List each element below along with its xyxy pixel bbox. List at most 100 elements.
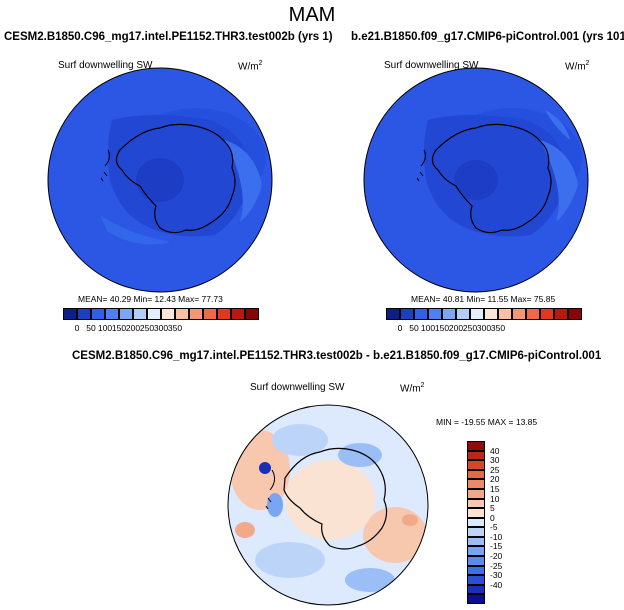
diff-colorbar	[467, 441, 485, 604]
right-colorbar-tick-label: 0	[397, 323, 403, 333]
left-colorbar-tick-label: 0	[74, 323, 80, 333]
diff-colorbar-tick-label: -20	[490, 551, 503, 562]
right-colorbar-tick-label: 50	[409, 323, 419, 333]
diff-colorbar-swatch	[467, 488, 485, 499]
diff-colorbar-swatch	[467, 441, 485, 451]
diff-colorbar-swatch	[467, 527, 485, 537]
right-stats: MEAN= 40.81 Min= 11.55 Max= 75.85	[411, 294, 556, 304]
left-stats: MEAN= 40.29 Min= 12.43 Max= 77.73	[78, 294, 223, 304]
diff-colorbar-swatch	[467, 565, 485, 576]
left-colorbar-swatch	[77, 308, 91, 320]
right-colorbar-tick-label: 300	[476, 323, 492, 333]
left-colorbar-tick-label: 300	[153, 323, 169, 333]
diff-colorbar-swatch	[467, 517, 485, 528]
right-colorbar-labels: 0 50 100 150 200 250 300 350	[386, 323, 582, 335]
figure-title: MAM	[288, 4, 336, 26]
left-colorbar-swatch	[161, 308, 175, 320]
left-colorbar-swatch	[189, 308, 203, 320]
left-colorbar-swatch	[245, 308, 259, 320]
right-colorbar-swatch	[414, 308, 428, 320]
left-colorbar-swatch	[175, 308, 189, 320]
diff-colorbar-swatch	[467, 479, 485, 489]
diff-colorbar-labels: 40 30 25 20 15 10 5 0 -5 -10 -15 -20 -25 -30 -40	[490, 441, 520, 604]
diff-colorbar-tick-label: -40	[490, 579, 503, 590]
right-colorbar-swatch	[386, 308, 400, 320]
diff-colorbar-swatch	[467, 508, 485, 518]
diff-colorbar-tick-label: 0	[490, 512, 495, 523]
left-colorbar-swatch	[91, 308, 105, 320]
diff-case-title: CESM2.B1850.C96_mg17.intel.PE1152.THR3.t…	[72, 350, 602, 362]
right-colorbar-tick-label: 250	[462, 323, 478, 333]
diff-colorbar-tick-label: 10	[490, 493, 500, 504]
left-colorbar-swatch	[63, 308, 77, 320]
right-antarctica-coastline	[431, 123, 552, 234]
right-colorbar-tick-label: 350	[490, 323, 506, 333]
diff-colorbar-tick-label: 25	[490, 464, 500, 475]
right-variable-label: Surf downwelling SW	[384, 60, 479, 71]
left-case-title: CESM2.B1850.C96_mg17.intel.PE1152.THR3.t…	[4, 31, 333, 43]
left-colorbar-swatch	[231, 308, 245, 320]
diff-colorbar-tick-label: 40	[490, 445, 500, 456]
diff-colorbar-swatch	[467, 450, 485, 461]
left-colorbar-swatch	[203, 308, 217, 320]
diff-colorbar-tick-label: -25	[490, 560, 503, 571]
diff-colorbar-tick-label: 15	[490, 483, 500, 494]
diff-colorbar-tick-label: -10	[490, 531, 503, 542]
left-colorbar-tick-label: 100	[97, 323, 113, 333]
right-colorbar-tick-label: 150	[434, 323, 450, 333]
left-colorbar-swatch	[133, 308, 147, 320]
diff-colorbar-swatch	[467, 584, 485, 595]
right-colorbar-swatch	[540, 308, 554, 320]
left-colorbar-labels: 0 50 100 150 200 250 300 350	[63, 323, 259, 335]
left-colorbar-tick-label: 250	[139, 323, 155, 333]
right-colorbar-swatch	[456, 308, 470, 320]
diff-colorbar-swatch	[467, 536, 485, 547]
right-colorbar-swatch	[400, 308, 414, 320]
right-colorbar-swatch	[526, 308, 540, 320]
diff-colorbar-swatch	[467, 575, 485, 585]
right-colorbar-swatch	[442, 308, 456, 320]
diff-colorbar-swatch	[467, 469, 485, 480]
right-colorbar-swatch	[428, 308, 442, 320]
left-colorbar-tick-label: 50	[86, 323, 96, 333]
left-colorbar	[63, 308, 259, 320]
diff-colorbar-tick-label: -5	[490, 522, 498, 533]
diff-colorbar-swatch	[467, 594, 485, 604]
left-antarctica-coastline	[115, 123, 236, 234]
right-colorbar-swatch	[470, 308, 484, 320]
left-colorbar-tick-label: 350	[167, 323, 183, 333]
diff-colorbar-tick-label: 30	[490, 455, 500, 466]
right-colorbar-swatch	[498, 308, 512, 320]
diff-colorbar-swatch	[467, 556, 485, 566]
right-colorbar-swatch	[554, 308, 568, 320]
left-colorbar-swatch	[217, 308, 231, 320]
diff-colorbar-tick-label: 5	[490, 503, 495, 514]
right-colorbar-swatch	[484, 308, 498, 320]
diff-colorbar-tick-label: -15	[490, 541, 503, 552]
diff-stats: MIN = -19.55 MAX = 13.85	[436, 417, 538, 427]
right-case-title: b.e21.B1850.f09_g17.CMIP6-piControl.001 …	[351, 31, 624, 43]
left-colorbar-tick-label: 200	[125, 323, 141, 333]
right-colorbar-tick-label: 200	[448, 323, 464, 333]
diff-variable-label: Surf downwelling SW	[250, 382, 345, 393]
diff-colorbar-tick-label: -30	[490, 570, 503, 581]
diff-colorbar-swatch	[467, 460, 485, 470]
right-colorbar-tick-label: 100	[420, 323, 436, 333]
diff-colorbar-swatch	[467, 546, 485, 557]
diff-units-label: W/m2	[400, 382, 425, 395]
left-colorbar-swatch	[105, 308, 119, 320]
left-units-label: W/m2	[238, 60, 263, 73]
right-units-label: W/m2	[565, 60, 590, 73]
diff-colorbar-tick-label: 20	[490, 474, 500, 485]
right-colorbar-swatch	[512, 308, 526, 320]
right-colorbar	[386, 308, 582, 320]
left-colorbar-swatch	[147, 308, 161, 320]
right-colorbar-swatch	[568, 308, 582, 320]
left-colorbar-swatch	[119, 308, 133, 320]
left-colorbar-tick-label: 150	[111, 323, 127, 333]
left-variable-label: Surf downwelling SW	[58, 60, 153, 71]
diff-colorbar-swatch	[467, 498, 485, 509]
